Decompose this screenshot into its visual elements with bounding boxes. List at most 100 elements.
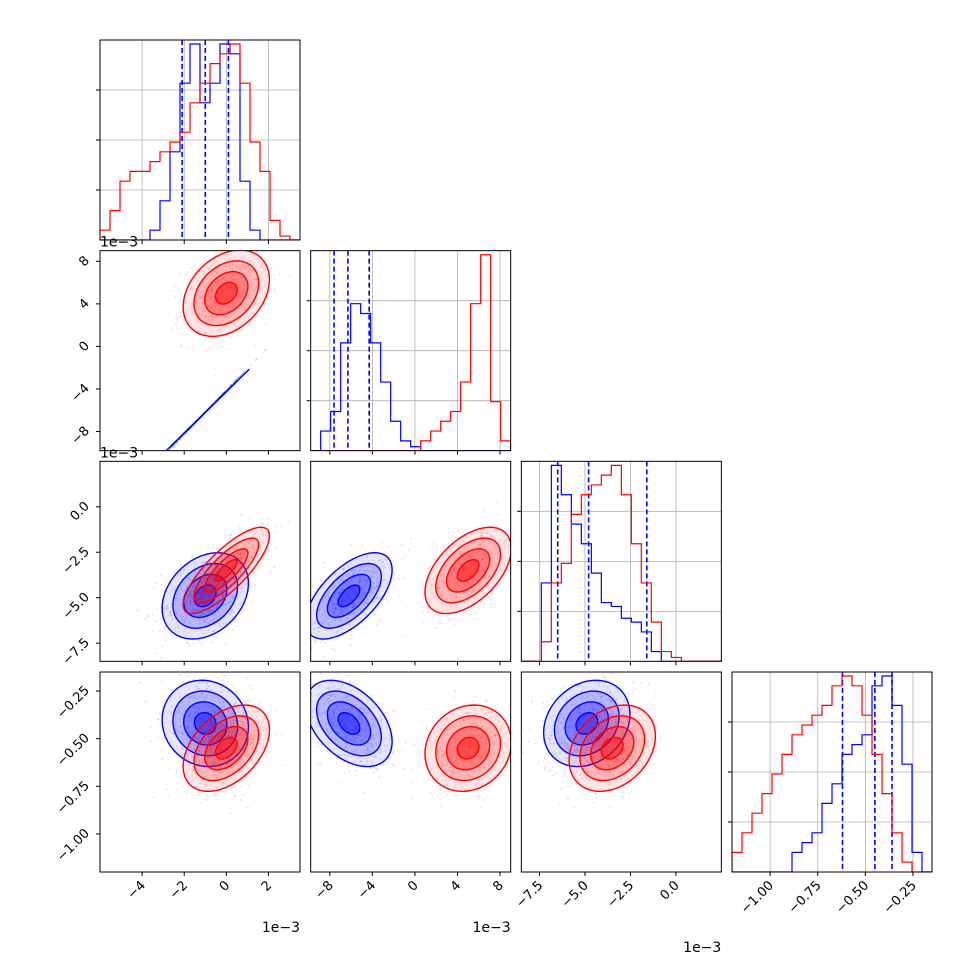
scatter-point <box>313 627 316 630</box>
scatter-point <box>229 557 232 560</box>
scatter-point <box>543 767 546 770</box>
scatter-point <box>264 269 267 272</box>
scatter-point <box>180 760 183 763</box>
scatter-point <box>236 762 239 765</box>
scatter-point <box>323 610 326 613</box>
scatter-point <box>235 722 238 725</box>
scatter-point <box>213 711 216 714</box>
scatter-point <box>180 310 183 313</box>
scatter-point <box>346 600 349 603</box>
scatter-point <box>229 315 232 318</box>
scatter-point <box>422 622 425 625</box>
scatter-point <box>193 315 196 318</box>
scatter-point <box>596 740 599 743</box>
scatter-point <box>218 739 221 742</box>
scatter-point <box>333 712 336 715</box>
scatter-point <box>473 743 476 746</box>
scatter-point <box>359 586 362 589</box>
scatter-point <box>219 748 222 751</box>
scatter-point <box>213 755 216 758</box>
scatter-point <box>198 708 201 711</box>
scatter-point <box>365 578 368 581</box>
scatter-point <box>447 554 450 557</box>
scatter-point <box>421 606 424 609</box>
scatter-point <box>490 736 493 739</box>
scatter-point <box>440 764 443 767</box>
scatter-point <box>246 260 249 263</box>
scatter-point <box>358 712 361 715</box>
scatter-point <box>334 695 337 698</box>
scatter-point <box>441 608 444 611</box>
scatter-point <box>381 541 384 544</box>
scatter-point <box>484 577 487 580</box>
scatter-point <box>298 711 300 713</box>
scatter-point <box>356 725 359 728</box>
scatter-point <box>452 579 455 582</box>
scatter-point <box>331 686 334 689</box>
scatter-point <box>258 542 261 545</box>
scatter-point <box>488 574 491 577</box>
scatter-point <box>226 560 229 563</box>
scatter-point <box>486 561 489 564</box>
scatter-point <box>202 695 205 698</box>
scatter-point <box>339 618 342 621</box>
scatter-point <box>179 272 182 275</box>
scatter-point <box>482 545 485 548</box>
scatter-point <box>380 724 383 727</box>
scatter-point <box>220 555 223 558</box>
scatter-point <box>466 580 469 583</box>
scatter-point <box>232 565 235 568</box>
scatter-point <box>332 725 335 728</box>
scatter-point <box>200 598 203 601</box>
scatter-point <box>356 734 359 737</box>
scatter-point <box>211 722 214 725</box>
scatter-point <box>442 581 445 584</box>
scatter-point <box>660 736 663 739</box>
scatter-point <box>237 559 240 562</box>
scatter-point <box>487 764 490 767</box>
scatter-point <box>348 623 351 626</box>
scatter-point <box>214 744 217 747</box>
scatter-point <box>204 727 207 730</box>
scatter-point <box>207 613 210 616</box>
scatter-point <box>455 777 458 780</box>
scatter-point <box>389 756 392 759</box>
scatter-point <box>467 599 470 602</box>
scatter-point <box>369 738 372 741</box>
scatter-point <box>175 728 178 731</box>
scatter-point <box>206 756 209 759</box>
scatter-point <box>254 729 257 732</box>
scatter-point <box>151 613 154 616</box>
scatter-point <box>151 467 153 469</box>
scatter-point <box>342 719 345 722</box>
scatter-point <box>335 704 338 707</box>
scatter-point <box>217 677 220 680</box>
scatter-point <box>191 302 194 305</box>
scatter-point <box>233 685 236 688</box>
scatter-point <box>184 274 187 277</box>
scatter-point <box>375 623 378 626</box>
scatter-point <box>188 596 191 599</box>
scatter-point <box>181 785 184 788</box>
scatter-point <box>602 713 605 716</box>
scatter-point <box>468 775 471 778</box>
scatter-point <box>203 620 206 623</box>
scatter-point <box>499 730 502 733</box>
scatter-point <box>190 287 193 290</box>
scatter-point <box>486 532 489 535</box>
scatter-point <box>167 607 170 610</box>
scatter-point <box>436 771 439 774</box>
scatter-point <box>207 318 210 321</box>
scatter-point <box>220 686 223 689</box>
scatter-point <box>196 587 199 590</box>
scatter-point <box>353 740 356 743</box>
panel-1-1 <box>306 250 512 455</box>
scatter-point <box>442 586 445 589</box>
scatter-point <box>221 733 224 736</box>
scatter-point <box>463 740 466 743</box>
scatter-point <box>481 726 484 729</box>
scatter-point <box>494 718 497 721</box>
scatter-point <box>328 732 331 735</box>
scatter-point <box>203 270 206 273</box>
scatter-point <box>468 613 471 616</box>
